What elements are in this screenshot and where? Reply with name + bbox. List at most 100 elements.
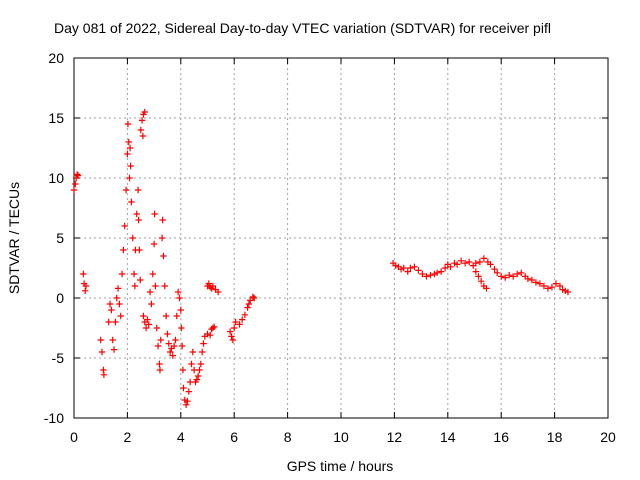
data-point [483, 285, 490, 292]
x-tick-label: 18 [547, 429, 563, 445]
data-point [172, 336, 179, 344]
data-point [149, 270, 156, 278]
data-point [122, 186, 130, 194]
data-point [437, 268, 445, 275]
data-point [493, 269, 501, 276]
data-point [117, 312, 124, 320]
data-point [196, 366, 203, 374]
data-point [229, 336, 237, 344]
data-point [480, 255, 488, 262]
data-point [106, 300, 114, 308]
data-point [70, 186, 78, 194]
data-point [142, 324, 150, 332]
data-point [135, 216, 142, 224]
data-point [161, 282, 168, 290]
data-point [169, 352, 176, 359]
y-axis-label: SDTVAR / TECUs [6, 182, 22, 294]
data-points [70, 108, 572, 408]
data-point [156, 366, 164, 374]
data-point [97, 336, 104, 344]
data-point [209, 282, 217, 290]
data-point [548, 284, 556, 291]
data-point [136, 246, 143, 254]
data-point [453, 261, 461, 268]
data-point [116, 300, 123, 308]
data-point [150, 240, 158, 248]
data-point [154, 342, 162, 350]
data-point [419, 270, 426, 278]
data-point [404, 268, 411, 275]
data-point [228, 333, 235, 340]
y-tick-label: 10 [48, 170, 64, 186]
y-tick-label: -5 [52, 350, 65, 366]
data-point [153, 324, 160, 332]
data-point [247, 297, 254, 304]
data-point [74, 171, 81, 178]
data-point [72, 180, 79, 188]
data-point [441, 264, 449, 272]
data-point [130, 270, 138, 278]
data-point [518, 269, 525, 276]
data-point [109, 336, 116, 344]
data-point [124, 120, 132, 128]
data-point [194, 372, 202, 380]
data-point [139, 132, 147, 140]
data-point [532, 279, 540, 286]
axis-ticks: 0 2 4 6 8 10 12 14 16 18 20 -10 -5 0 5 10 15 20 [44, 50, 616, 445]
data-point [124, 150, 131, 158]
data-point [205, 280, 213, 287]
data-point [159, 216, 166, 224]
data-point [506, 272, 513, 279]
data-point [236, 321, 243, 328]
data-point [178, 324, 185, 332]
data-point [244, 304, 251, 311]
data-point [433, 269, 441, 276]
data-point [249, 293, 257, 300]
data-point [125, 138, 132, 146]
data-point [510, 273, 517, 280]
data-point [173, 312, 180, 320]
data-point [110, 346, 118, 353]
data-point [141, 108, 148, 116]
data-point [564, 288, 572, 296]
data-point [198, 348, 206, 356]
data-point [427, 272, 434, 279]
data-point [231, 324, 238, 332]
data-point [472, 260, 480, 267]
data-point [121, 222, 128, 230]
data-point [120, 246, 127, 254]
x-tick-label: 10 [333, 429, 349, 445]
data-point [206, 332, 214, 339]
data-point [498, 273, 505, 280]
x-tick-label: 8 [284, 429, 292, 445]
data-point [461, 260, 469, 267]
data-point [423, 273, 430, 280]
data-point [114, 285, 122, 292]
data-point [214, 288, 222, 296]
data-point [162, 312, 170, 320]
data-point [179, 366, 187, 374]
x-tick-label: 4 [177, 429, 185, 445]
data-point [457, 257, 465, 264]
data-point [232, 318, 239, 326]
data-point [129, 234, 136, 242]
data-point [524, 275, 532, 282]
data-point [134, 186, 142, 194]
data-point [157, 336, 164, 344]
chart-title: Day 081 of 2022, Sidereal Day-to-day VTE… [54, 20, 551, 36]
data-point [137, 276, 144, 284]
y-tick-label: 20 [48, 50, 64, 66]
data-point [491, 266, 498, 273]
x-tick-label: 14 [440, 429, 456, 445]
data-point [158, 234, 166, 242]
x-tick-label: 12 [387, 429, 403, 445]
data-point [127, 162, 134, 170]
data-point [146, 288, 154, 296]
x-axis-label: GPS time / hours [287, 458, 394, 474]
data-point [152, 282, 159, 290]
data-point [176, 294, 183, 302]
data-point [170, 342, 178, 350]
data-point [209, 324, 217, 332]
data-point [245, 300, 253, 308]
